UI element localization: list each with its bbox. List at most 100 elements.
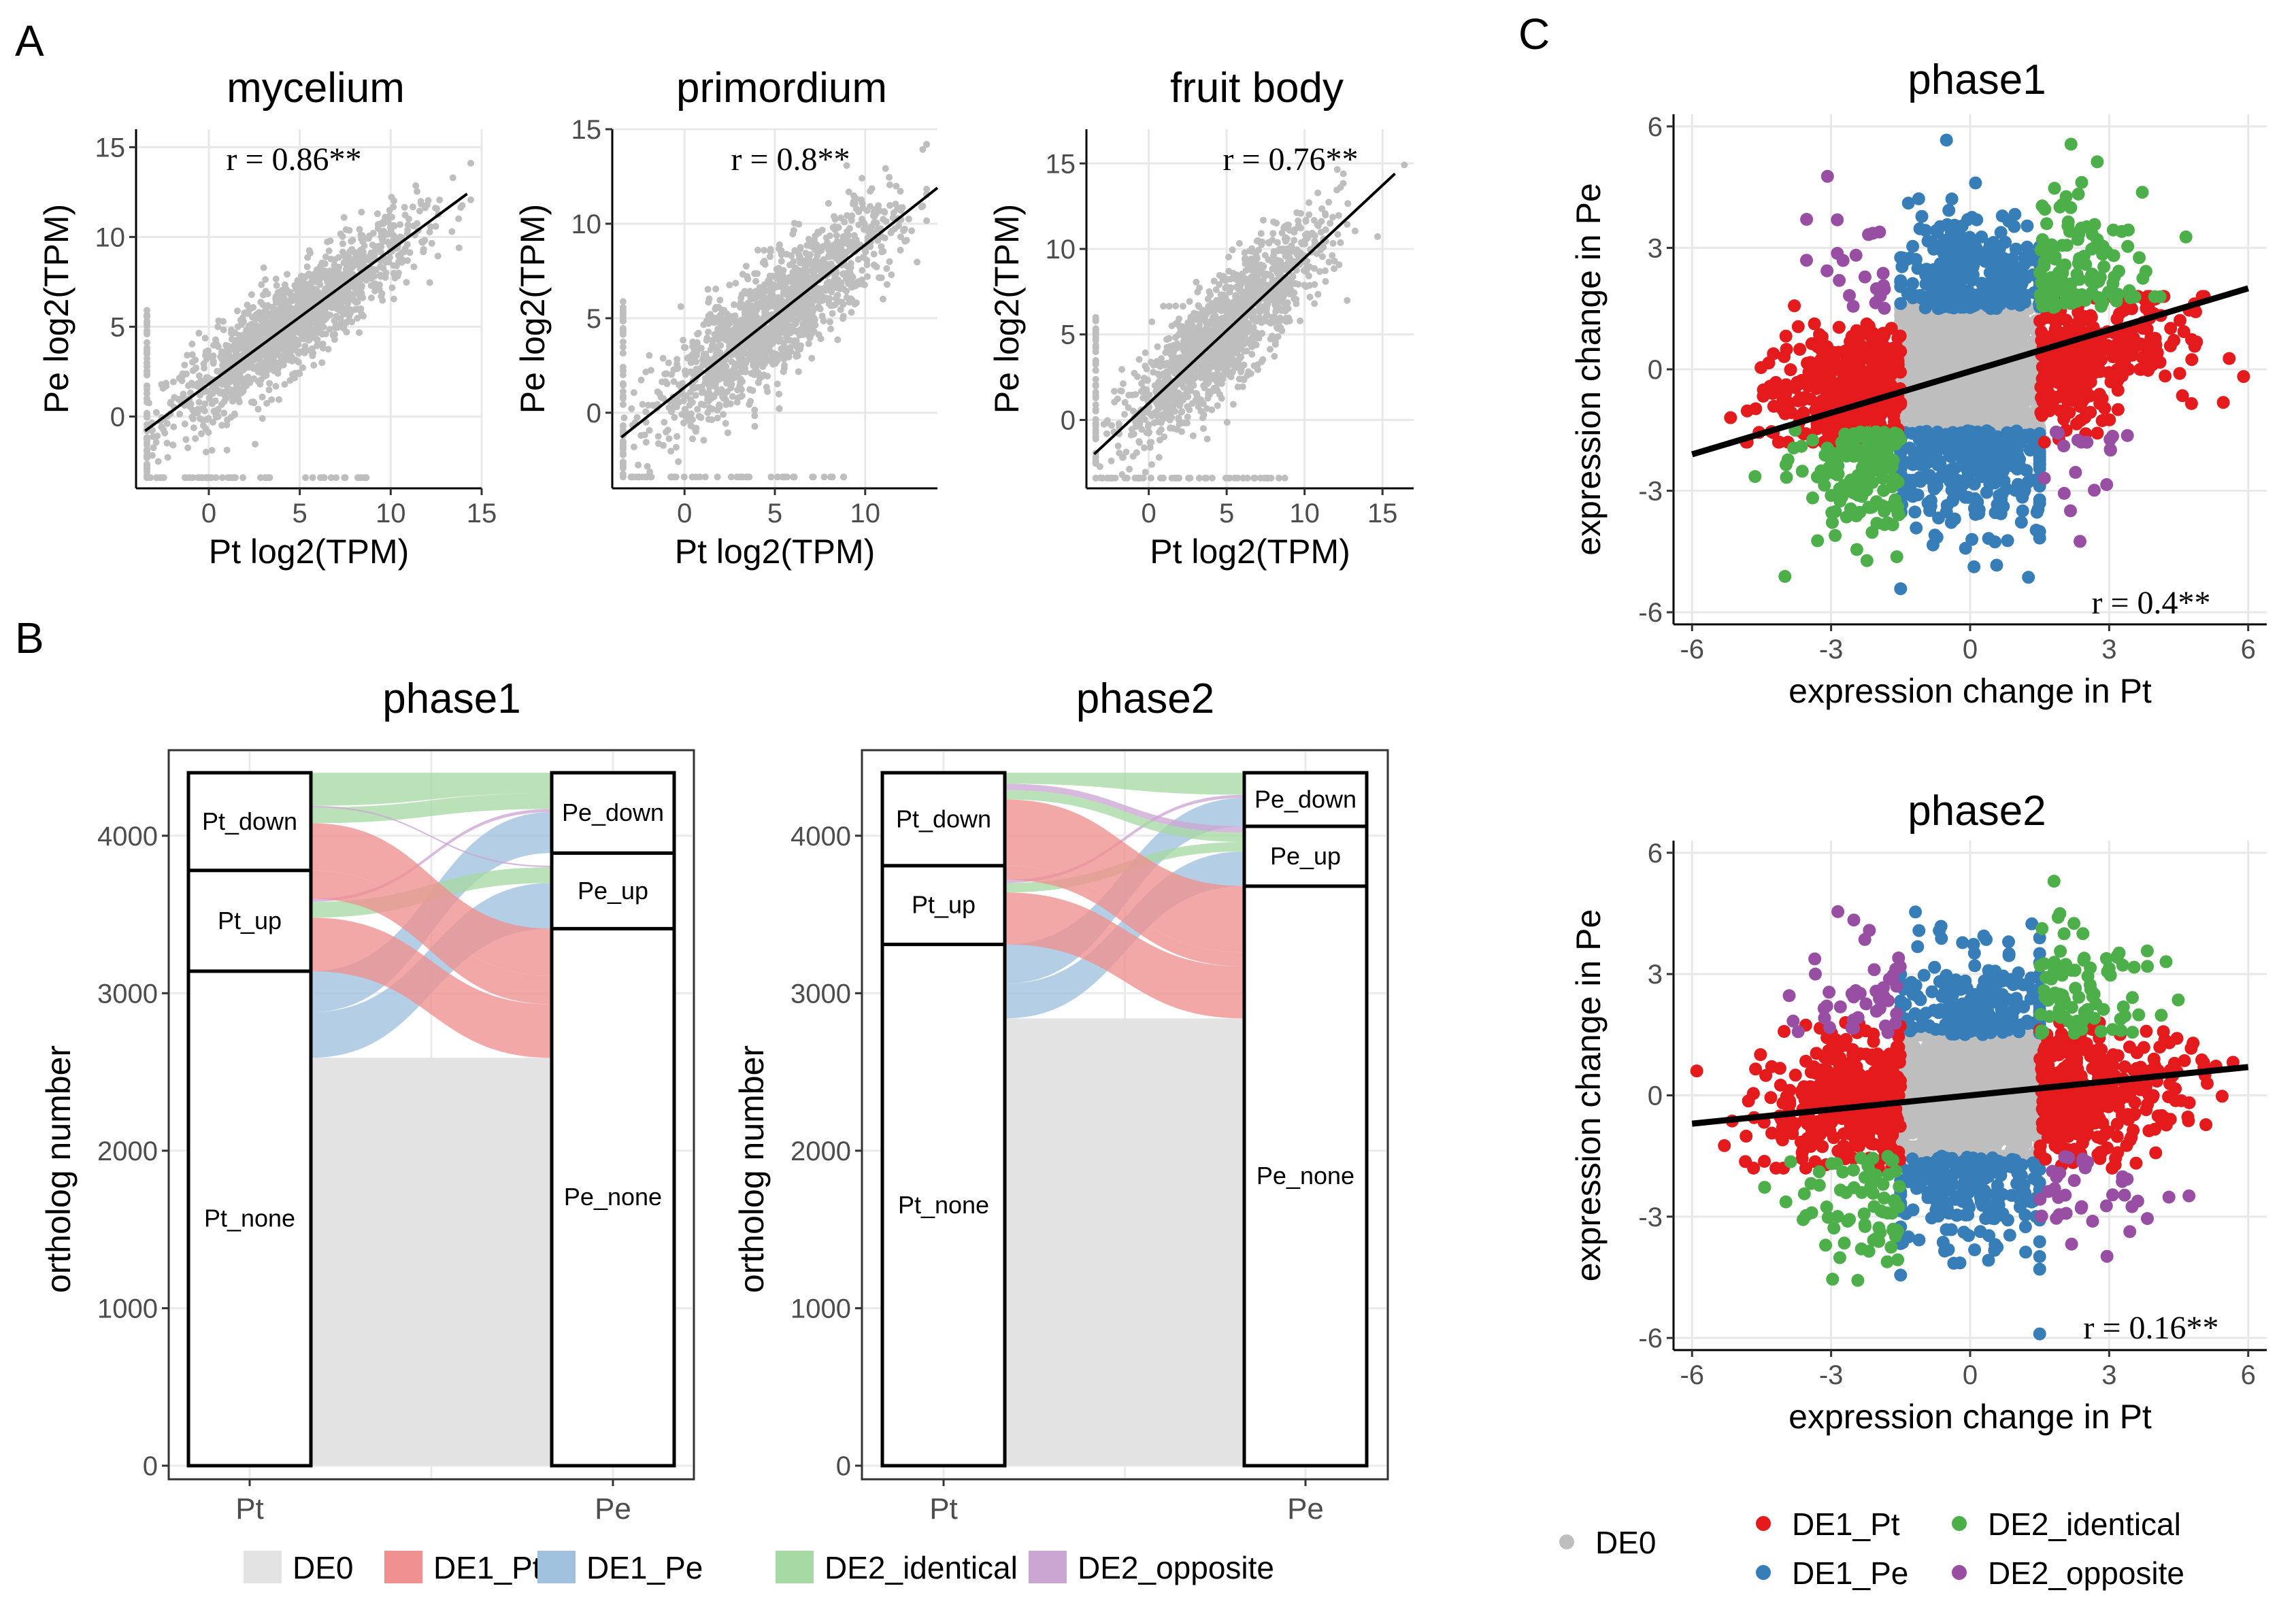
data-point: [312, 318, 319, 326]
data-point: [327, 312, 334, 319]
chart-title: primordium: [676, 65, 887, 112]
x-tick-label: 15: [467, 499, 497, 528]
data-point: [1239, 383, 1246, 390]
data-point: [190, 382, 197, 389]
data-point: [1239, 474, 1247, 482]
y-tick-label: 2000: [97, 1137, 158, 1166]
x-tick-label: 0: [677, 499, 692, 528]
data-point: [642, 473, 649, 481]
data-point: [289, 314, 297, 321]
data-point: [1172, 320, 1180, 327]
data-point: [264, 302, 271, 309]
data-point: [273, 322, 281, 329]
data-point: [276, 396, 282, 403]
data-point: [1229, 350, 1237, 356]
data-point: [759, 363, 767, 371]
data-point: [1334, 231, 1342, 238]
data-point: [205, 415, 212, 422]
data-point: [235, 399, 243, 406]
data-point: [1285, 221, 1292, 229]
data-point: [1202, 310, 1210, 318]
data-point: [288, 305, 296, 313]
data-point: [1137, 474, 1144, 482]
data-point: [700, 437, 708, 444]
data-point: [1204, 295, 1212, 303]
data-point: [795, 286, 802, 294]
data-point: [397, 250, 405, 258]
data-point: [665, 435, 673, 442]
data-point: [310, 292, 318, 300]
data-point: [899, 204, 906, 212]
data-point: [386, 241, 393, 249]
data-point: [274, 366, 282, 373]
data-point: [642, 439, 650, 446]
data-point: [841, 218, 848, 226]
data-point: [654, 388, 661, 395]
data-point: [449, 174, 456, 182]
data-point: [744, 356, 751, 364]
data-point: [1293, 246, 1301, 254]
data-point: [751, 270, 759, 277]
data-point: [1252, 335, 1259, 341]
data-point: [644, 462, 651, 470]
data-point: [203, 374, 210, 382]
data-point: [804, 252, 812, 260]
data-point: [308, 278, 315, 286]
data-point: [219, 348, 227, 356]
data-point: [1322, 226, 1329, 233]
data-point: [762, 295, 769, 302]
panel-label-a: A: [15, 16, 44, 65]
data-point: [742, 263, 750, 270]
data-point: [619, 298, 627, 305]
data-point: [1108, 457, 1115, 465]
data-point: [704, 409, 712, 416]
data-point: [1198, 333, 1205, 341]
data-point: [764, 328, 771, 335]
data-point: [1213, 360, 1220, 368]
data-point: [273, 282, 280, 289]
data-point: [244, 301, 251, 309]
data-point: [1249, 325, 1257, 333]
data-point: [897, 246, 904, 254]
data-point: [800, 301, 807, 308]
data-point: [219, 354, 227, 361]
y-axis-label: ortholog number: [733, 1045, 771, 1293]
data-point: [908, 227, 916, 235]
data-point: [1169, 407, 1176, 415]
data-point: [1269, 333, 1276, 340]
data-point: [831, 223, 839, 231]
data-point: [1322, 267, 1329, 275]
data-point: [262, 276, 269, 283]
data-point: [897, 233, 904, 241]
data-point: [705, 320, 712, 327]
data-point: [354, 314, 361, 322]
data-point: [794, 352, 801, 360]
data-point: [815, 229, 822, 237]
data-point: [633, 414, 641, 421]
data-point: [1165, 335, 1173, 342]
data-point: [773, 473, 781, 481]
data-point: [153, 474, 161, 482]
data-point: [858, 196, 865, 203]
data-point: [1262, 314, 1269, 321]
data-point: [1267, 346, 1274, 353]
data-point: [855, 208, 863, 216]
alluvial-phase2: Pt_nonePt_upPt_downPe_nonePe_upPe_down01…: [733, 675, 1389, 1526]
data-point: [726, 282, 733, 288]
data-point: [793, 343, 801, 351]
data-point: [743, 323, 750, 331]
data-point: [754, 317, 762, 324]
data-point: [223, 446, 231, 454]
data-point: [750, 370, 758, 377]
data-point: [190, 424, 197, 431]
data-point: [903, 237, 910, 244]
data-point: [198, 430, 205, 437]
data-point: [233, 307, 241, 315]
data-point: [149, 433, 156, 440]
data-point: [1225, 253, 1232, 260]
data-point: [1325, 199, 1333, 206]
data-point: [273, 308, 280, 316]
data-point: [1208, 474, 1216, 482]
data-point: [256, 331, 264, 338]
data-point: [659, 354, 667, 362]
